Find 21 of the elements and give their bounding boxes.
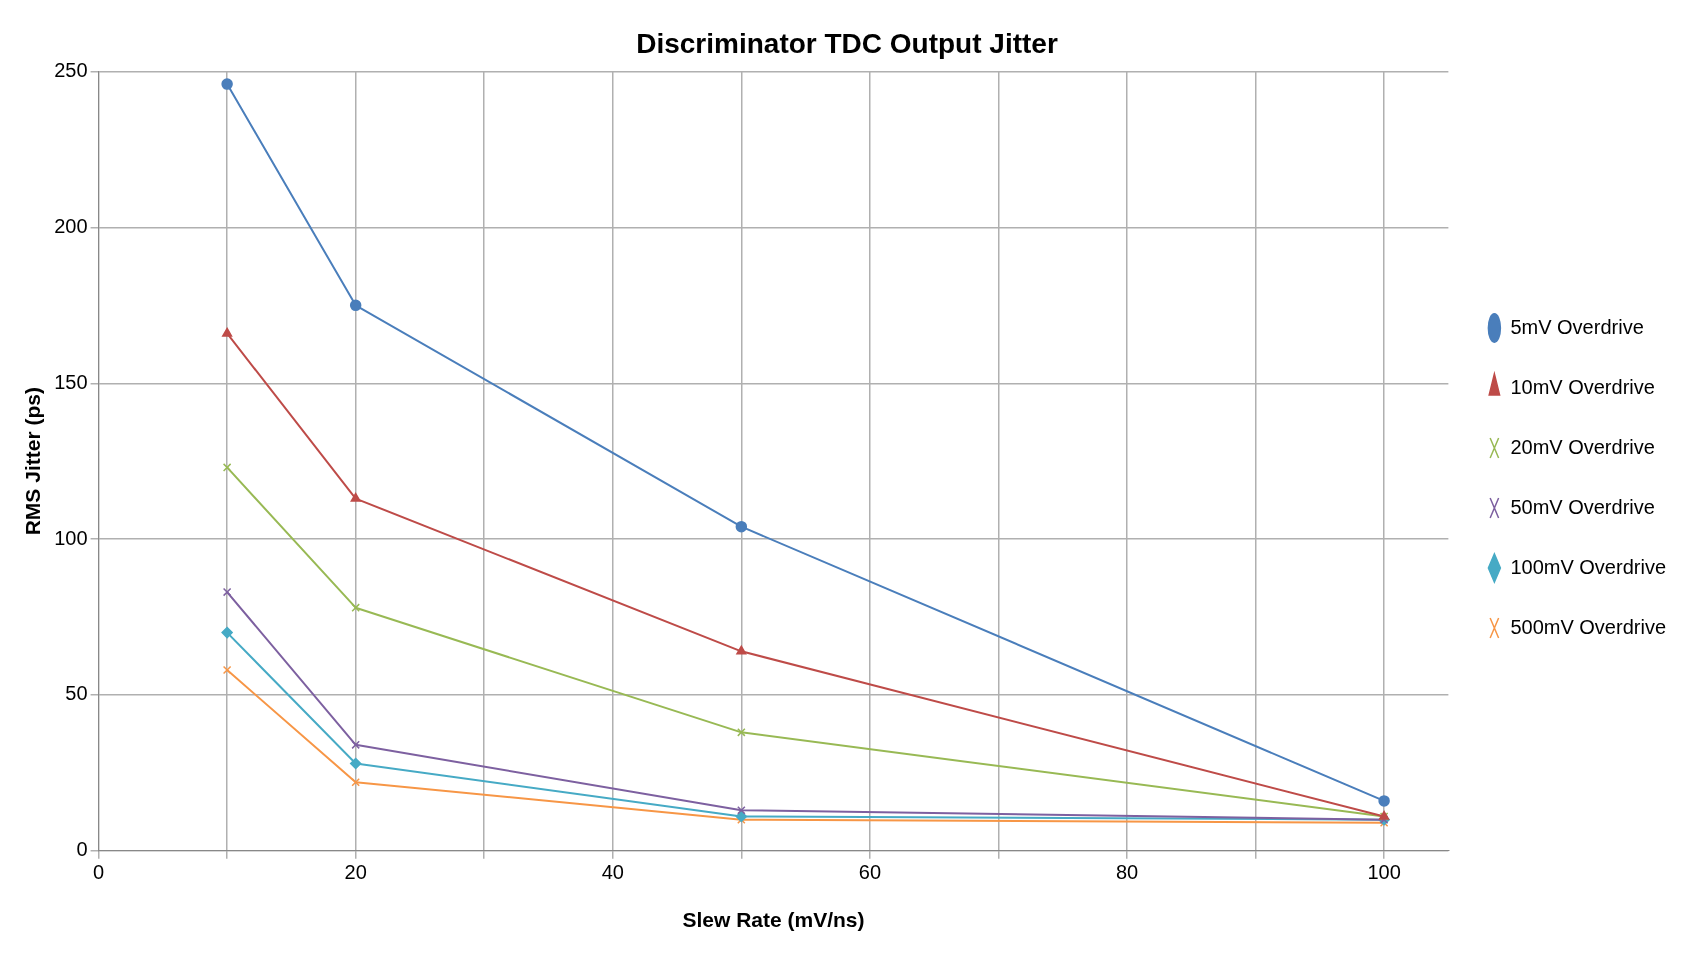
legend-label: 5mV Overdrive	[1510, 315, 1644, 338]
legend-label: 100mV Overdrive	[1510, 555, 1667, 578]
y-tick-label: 250	[54, 59, 88, 82]
y-axis-title: RMS Jitter (ps)	[21, 387, 45, 536]
y-tick-label: 150	[54, 370, 88, 393]
x-tick-label: 100	[1367, 861, 1401, 884]
chart-title: Discriminator TDC Output Jitter	[636, 27, 1058, 59]
x-tick-label: 0	[93, 861, 105, 884]
x-tick-label: 80	[1115, 861, 1139, 884]
y-tick-label: 200	[54, 214, 88, 237]
y-tick-label: 0	[76, 838, 88, 861]
x-tick-label: 20	[344, 861, 367, 884]
legend-label: 20mV Overdrive	[1510, 435, 1655, 458]
x-tick-label: 60	[858, 861, 882, 884]
y-tick-label: 50	[65, 682, 88, 705]
x-axis-title: Slew Rate (mV/ns)	[682, 908, 865, 932]
legend-label: 50mV Overdrive	[1510, 495, 1655, 518]
y-tick-label: 100	[54, 526, 88, 549]
x-tick-label: 40	[601, 861, 624, 884]
legend-label: 500mV Overdrive	[1510, 615, 1667, 638]
legend-label: 10mV Overdrive	[1510, 375, 1655, 398]
